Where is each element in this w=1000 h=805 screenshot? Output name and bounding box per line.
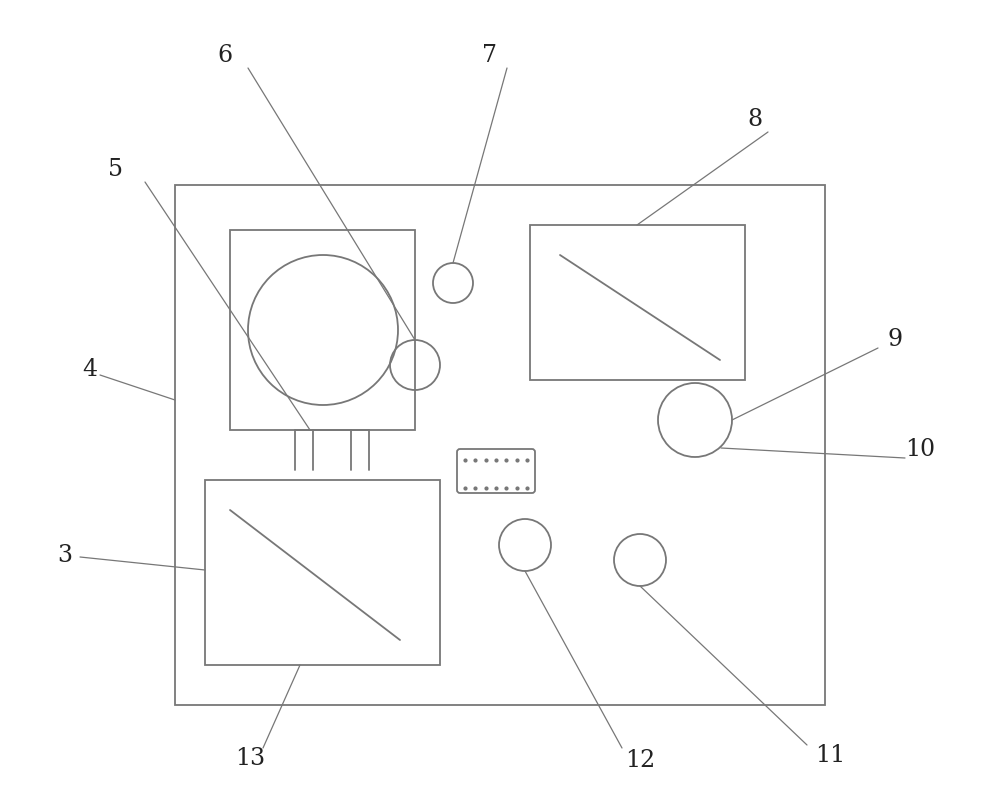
Text: 12: 12 (625, 749, 655, 771)
Bar (530, 225, 745, 380)
Text: 7: 7 (482, 43, 498, 67)
Bar (175, 185, 825, 705)
Text: 11: 11 (815, 744, 845, 766)
Text: 10: 10 (905, 439, 935, 461)
Text: 3: 3 (58, 543, 72, 567)
Text: 5: 5 (108, 159, 122, 181)
Bar (230, 230, 415, 430)
Text: 4: 4 (82, 358, 98, 382)
Text: 9: 9 (887, 328, 903, 352)
Text: 6: 6 (217, 43, 233, 67)
Text: 8: 8 (747, 109, 763, 131)
Text: 13: 13 (235, 746, 265, 770)
Bar (205, 480, 440, 665)
